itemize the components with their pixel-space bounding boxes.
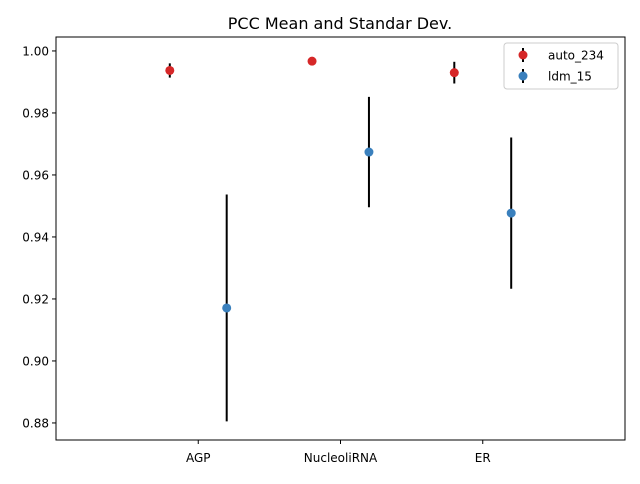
y-tick-label: 1.00: [22, 44, 49, 58]
x-tick-label: AGP: [186, 451, 211, 465]
data-point: [307, 56, 317, 66]
legend-marker: [518, 71, 528, 81]
x-tick-label: NucleoliRNA: [304, 451, 378, 465]
legend: auto_234 ldm_15: [503, 42, 619, 90]
legend-marker: [518, 50, 528, 60]
y-tick-label: 0.88: [22, 416, 49, 430]
data-point: [222, 303, 232, 313]
chart-title: PCC Mean and Standar Dev.: [228, 14, 452, 33]
y-tick-label: 0.96: [22, 168, 49, 182]
x-tick-label: ER: [475, 451, 491, 465]
axes-frame: [55, 36, 626, 441]
data-point: [364, 147, 374, 157]
y-tick-label: 0.94: [22, 230, 49, 244]
legend-box: [503, 42, 619, 90]
data-point: [449, 68, 459, 78]
y-tick-label: 0.92: [22, 292, 49, 306]
data-point: [165, 65, 175, 75]
y-tick-label: 0.90: [22, 354, 49, 368]
plot-area: 0.88 0.90 0.92 0.94 0.96 0.98 1.00 AGP NucleoliR…: [22, 44, 516, 465]
legend-label: ldm_15: [548, 70, 592, 84]
data-point: [506, 208, 516, 218]
legend-label: auto_234: [548, 49, 604, 63]
y-tick-label: 0.98: [22, 106, 49, 120]
